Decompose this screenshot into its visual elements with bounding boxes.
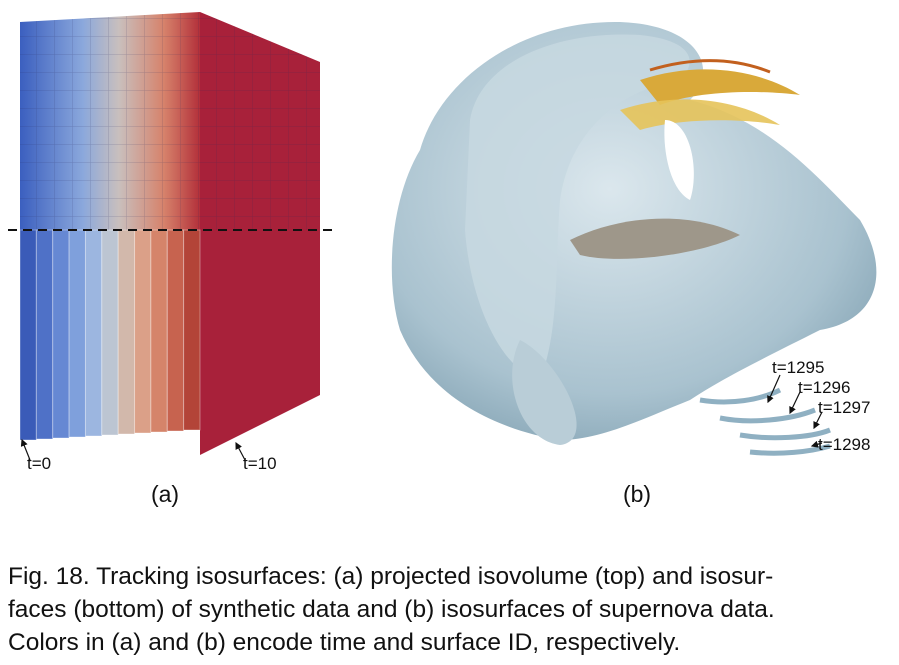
grid-overlay <box>200 12 320 230</box>
isosurface-slabs <box>19 229 201 441</box>
annotation: t=10 <box>243 454 277 473</box>
slab <box>134 229 152 434</box>
panel-label: (a) <box>151 481 179 507</box>
annotation: t=1298 <box>818 435 870 454</box>
grid-overlay <box>20 12 200 230</box>
slab <box>183 229 201 431</box>
caption-line: faces (bottom) of synthetic data and (b)… <box>8 596 775 623</box>
annotation: t=0 <box>27 454 51 473</box>
slab <box>35 229 54 440</box>
slab <box>68 229 86 438</box>
annotation: t=1295 <box>772 358 824 377</box>
arrow <box>789 391 801 415</box>
panel-label: (b) <box>623 481 651 507</box>
slab <box>117 229 136 435</box>
arrow <box>235 441 246 461</box>
annotation: t=1297 <box>818 398 870 417</box>
arrow <box>20 438 31 461</box>
slab <box>101 229 119 436</box>
panel-b: t=1295 t=1296 t=1297 t=1298 (b) <box>391 21 877 507</box>
isosurface-yellow <box>620 99 780 130</box>
slab <box>150 229 168 433</box>
panel-a: t=0 t=10 (a) <box>8 12 338 507</box>
slab <box>19 229 37 441</box>
isosurface-lobe <box>512 340 577 445</box>
isosurface-lobe <box>465 34 690 380</box>
slab <box>166 229 185 432</box>
hole <box>664 120 694 200</box>
arrow <box>810 440 823 448</box>
isosurface-orange <box>649 59 771 74</box>
isosurface-gray <box>570 218 740 259</box>
isosurface-shell <box>749 443 831 456</box>
arrow <box>813 411 823 430</box>
caption-line: Fig. 18. Tracking isosurfaces: (a) proje… <box>8 563 773 590</box>
slab <box>84 229 103 437</box>
isosurface-shell <box>739 427 831 441</box>
isosurface-shell <box>699 387 782 405</box>
isosurface-shell <box>719 407 816 424</box>
slab <box>52 229 70 439</box>
arrow <box>767 374 781 404</box>
annotation: t=1296 <box>798 378 850 397</box>
caption-line: Colors in (a) and (b) encode time and su… <box>8 629 680 656</box>
isosurface-yellow <box>640 69 800 105</box>
